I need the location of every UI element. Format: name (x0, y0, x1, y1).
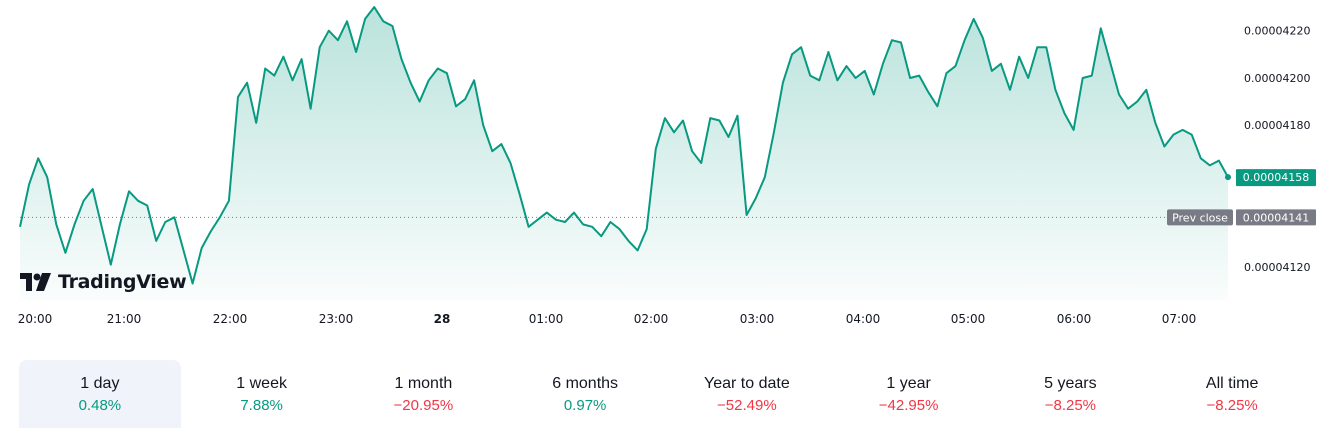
period-change: −20.95% (393, 396, 454, 414)
price-chart[interactable]: 0.00004120 0.00004180 0.00004200 0.00004220… (0, 0, 1332, 345)
x-tick-label: 20:00 (18, 312, 53, 326)
last-price-badge: 0.00004158 (1236, 169, 1316, 187)
period-change: −8.25% (1044, 396, 1097, 414)
period-change: 0.48% (78, 396, 122, 414)
period-tab-1-year[interactable]: 1 year −42.95% (828, 360, 990, 428)
period-change: 0.97% (563, 396, 607, 414)
x-tick-label: 22:00 (213, 312, 248, 326)
price-line (19, 6, 1229, 285)
period-tab-5-years[interactable]: 5 years −8.25% (990, 360, 1152, 428)
period-change: −42.95% (878, 396, 939, 414)
x-tick-label: 02:00 (634, 312, 669, 326)
x-tick-label: 07:00 (1162, 312, 1197, 326)
svg-text:Prev close: Prev close (1172, 211, 1228, 224)
y-tick-label: 0.00004220 (1244, 25, 1310, 38)
period-tab-year-to-date[interactable]: Year to date −52.49% (666, 360, 828, 428)
x-tick-label: 21:00 (107, 312, 142, 326)
tradingview-logo[interactable]: TradingView (20, 271, 187, 293)
period-label: 5 years (1044, 374, 1097, 392)
tradingview-logo-text: TradingView (58, 271, 187, 293)
prev-close-value-badge: 0.00004141 (1236, 209, 1316, 226)
x-tick-label: 01:00 (529, 312, 564, 326)
x-tick-label: 23:00 (319, 312, 354, 326)
svg-text:0.00004158: 0.00004158 (1243, 171, 1309, 184)
tradingview-logo-icon (20, 273, 51, 291)
period-label: 1 month (394, 374, 453, 392)
period-selector: 1 day 0.48% 1 week 7.88% 1 month −20.95% 6 mon… (19, 360, 1313, 428)
x-tick-label: 28 (434, 312, 451, 326)
period-label: Year to date (704, 374, 790, 392)
period-change: −8.25% (1206, 396, 1258, 414)
period-label: 1 week (236, 374, 287, 392)
period-tab-all-time[interactable]: All time −8.25% (1151, 360, 1313, 428)
x-tick-label: 04:00 (846, 312, 881, 326)
period-label: 1 day (80, 374, 120, 392)
last-price-dot (1225, 174, 1231, 181)
x-tick-label: 05:00 (951, 312, 986, 326)
period-label: All time (1205, 374, 1259, 392)
period-label: 6 months (552, 374, 619, 392)
prev-close-badge: Prev close (1167, 209, 1233, 226)
period-tab-1-day[interactable]: 1 day 0.48% (19, 360, 181, 428)
price-area-fill (20, 7, 1228, 300)
period-label: 1 year (886, 374, 931, 392)
period-tab-6-months[interactable]: 6 months 0.97% (504, 360, 666, 428)
y-tick-label: 0.00004180 (1244, 119, 1310, 132)
y-tick-label: 0.00004200 (1244, 72, 1310, 85)
y-tick-label: 0.00004120 (1244, 261, 1310, 274)
x-tick-label: 06:00 (1057, 312, 1092, 326)
period-tab-1-week[interactable]: 1 week 7.88% (181, 360, 343, 428)
period-change: −52.49% (717, 396, 777, 414)
x-tick-label: 03:00 (740, 312, 775, 326)
period-change: 7.88% (240, 396, 283, 414)
svg-text:0.00004141: 0.00004141 (1243, 211, 1309, 224)
period-tab-1-month[interactable]: 1 month −20.95% (343, 360, 505, 428)
